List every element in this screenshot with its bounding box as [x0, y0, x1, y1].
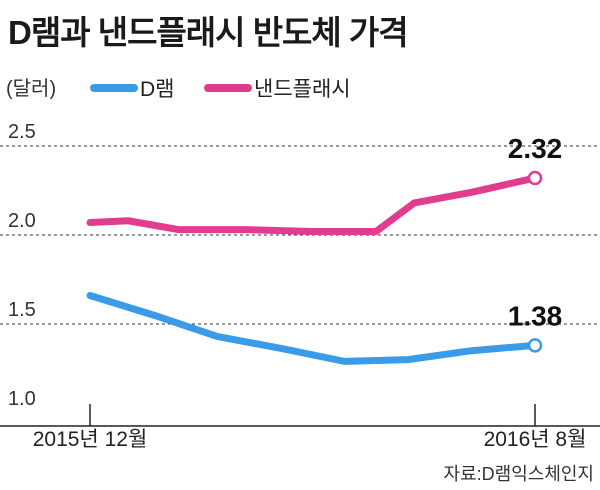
- y-unit-label: (달러): [6, 77, 56, 100]
- dram-series-line: [86, 292, 539, 365]
- y-tick-label: 2.0: [8, 210, 36, 232]
- nand-series-line: [86, 174, 539, 235]
- y-tick-label: 2.5: [8, 121, 36, 143]
- source-label: 자료:D램익스체인지: [444, 464, 594, 484]
- y-tick-label: 1.5: [8, 299, 36, 321]
- x-tick-label-start: 2015년 12월: [33, 428, 148, 451]
- nand-end-marker: [527, 170, 543, 186]
- y-tick-label: 1.0: [8, 388, 36, 410]
- dram-end-marker: [527, 338, 543, 353]
- dram-end-value-label: 1.38: [508, 300, 563, 331]
- legend-label-dram: D램: [140, 78, 175, 101]
- chart-title: D램과 낸드플래시 반도체 가격: [8, 14, 409, 51]
- legend-label-nand: 낸드플래시: [254, 78, 351, 101]
- x-tick-label-end: 2016년 8월: [484, 428, 587, 451]
- nand-end-value-label: 2.32: [508, 133, 563, 164]
